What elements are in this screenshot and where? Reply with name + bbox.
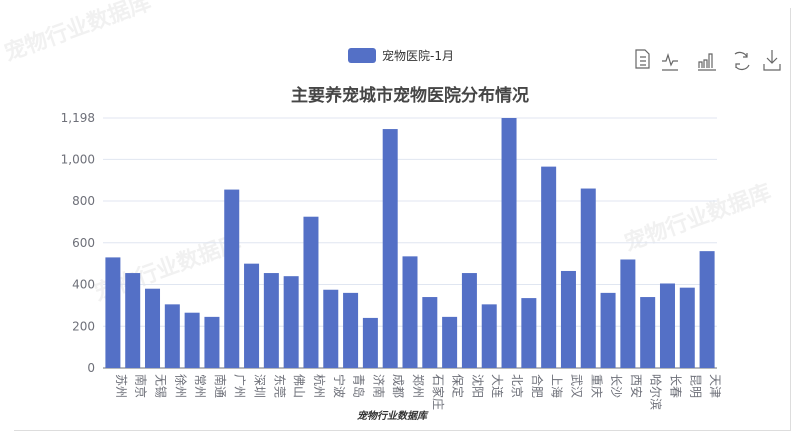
y-tick-label: 1,198 [61, 111, 95, 125]
x-tick-label: 东莞 [272, 374, 286, 398]
bar[interactable] [323, 289, 339, 368]
bar[interactable] [600, 292, 616, 368]
bar[interactable] [461, 273, 477, 368]
y-tick-label: 0 [87, 361, 95, 375]
legend-label[interactable]: 宠物医院-1月 [382, 48, 454, 63]
y-tick-label: 600 [72, 236, 95, 250]
x-tick-label: 南通 [213, 374, 228, 398]
bar[interactable] [263, 273, 279, 368]
bar[interactable] [283, 276, 299, 368]
bar[interactable] [224, 189, 240, 368]
x-tick-label: 昆明 [688, 374, 702, 398]
bar[interactable] [481, 304, 497, 368]
bar[interactable] [501, 118, 517, 368]
x-tick-label: 宁波 [332, 374, 347, 398]
y-tick-label: 400 [72, 278, 95, 292]
x-tick-label: 武汉 [569, 374, 583, 398]
x-tick-label: 济南 [371, 374, 386, 398]
data-view-icon[interactable] [635, 49, 650, 69]
x-tick-label: 郑州 [411, 374, 426, 398]
line-chart-icon[interactable] [662, 53, 678, 71]
bar[interactable] [105, 257, 121, 368]
x-tick-label: 石家庄 [431, 374, 446, 410]
chart-card [14, 8, 791, 431]
bar[interactable] [184, 312, 200, 368]
bar[interactable] [125, 273, 141, 368]
refresh-icon[interactable] [734, 51, 750, 71]
x-tick-label: 西安 [629, 374, 644, 398]
x-tick-label: 长沙 [609, 374, 623, 398]
x-tick-label: 常州 [193, 374, 207, 398]
x-tick-label: 徐州 [173, 374, 188, 398]
x-tick-label: 沈阳 [470, 374, 485, 398]
x-tick-label: 杭州 [312, 374, 327, 398]
bar[interactable] [362, 317, 378, 368]
x-tick-label: 大连 [490, 374, 505, 398]
y-tick-label: 200 [72, 319, 95, 333]
bar-chart-icon[interactable] [698, 53, 716, 71]
x-tick-label: 深圳 [253, 374, 267, 398]
bar[interactable] [659, 283, 675, 368]
bar[interactable] [541, 166, 557, 368]
x-tick-label: 成都 [391, 374, 405, 398]
x-tick-label: 北京 [510, 374, 524, 398]
logo-watermark: 宠物行业数据库 [357, 411, 427, 422]
x-tick-label: 上海 [550, 374, 565, 398]
bar[interactable] [679, 287, 695, 368]
x-tick-label: 青岛 [352, 374, 367, 398]
chart-title: 主要养宠城市宠物医院分布情况 [291, 85, 529, 106]
bar[interactable] [402, 256, 418, 368]
legend-swatch[interactable] [348, 48, 376, 63]
download-icon[interactable] [763, 50, 781, 71]
bar[interactable] [442, 316, 458, 368]
x-tick-label: 长春 [668, 374, 682, 398]
bar[interactable] [343, 292, 359, 368]
bar[interactable] [145, 288, 161, 368]
x-tick-label: 苏州 [114, 374, 128, 398]
bar[interactable] [164, 304, 180, 368]
x-tick-label: 佛山 [292, 374, 306, 398]
x-tick-label: 保定 [451, 374, 466, 398]
x-tick-label: 无锡 [154, 374, 169, 398]
bar[interactable] [580, 188, 596, 368]
bar[interactable] [521, 298, 537, 368]
bar[interactable] [422, 297, 438, 368]
bar[interactable] [640, 297, 656, 368]
bar[interactable] [382, 129, 398, 368]
bar[interactable] [560, 270, 576, 368]
bar[interactable] [244, 263, 260, 368]
x-tick-label: 广州 [233, 374, 247, 398]
x-tick-label: 重庆 [589, 374, 603, 398]
x-tick-label: 合肥 [530, 374, 545, 398]
x-tick-label: 天津 [708, 374, 722, 398]
bar[interactable] [620, 259, 636, 368]
y-tick-label: 1,000 [61, 152, 95, 166]
bar[interactable] [204, 316, 220, 368]
x-tick-label: 南京 [134, 374, 149, 398]
x-tick-label: 哈尔滨 [649, 374, 664, 410]
bar[interactable] [303, 216, 319, 368]
y-tick-label: 800 [72, 194, 95, 208]
bar[interactable] [699, 251, 715, 368]
